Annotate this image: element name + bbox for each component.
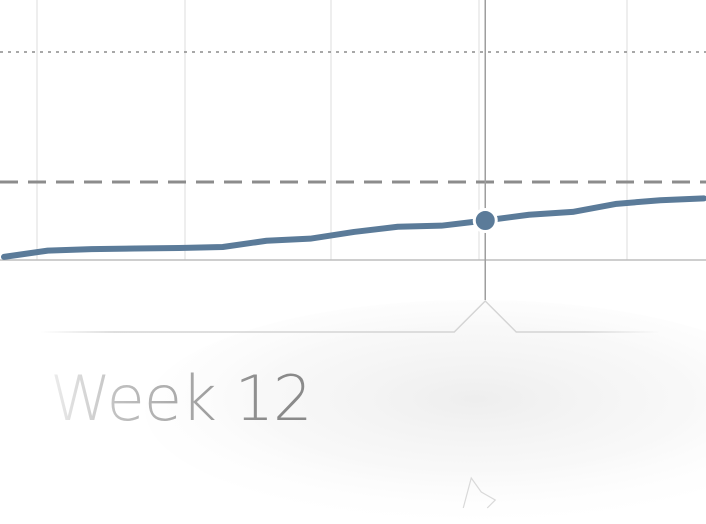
series-layer <box>1 195 706 260</box>
hover-cursor <box>40 0 706 520</box>
series-line-1 <box>1 195 706 260</box>
reference-lines <box>0 51 706 184</box>
vertical-gridlines <box>36 0 628 260</box>
callout-pointer <box>40 299 660 333</box>
highlight-marker <box>472 207 498 233</box>
callout-shadow <box>145 300 706 520</box>
cursor-pointer-icon <box>462 476 497 509</box>
highlight-label: Week 12 <box>50 362 312 435</box>
